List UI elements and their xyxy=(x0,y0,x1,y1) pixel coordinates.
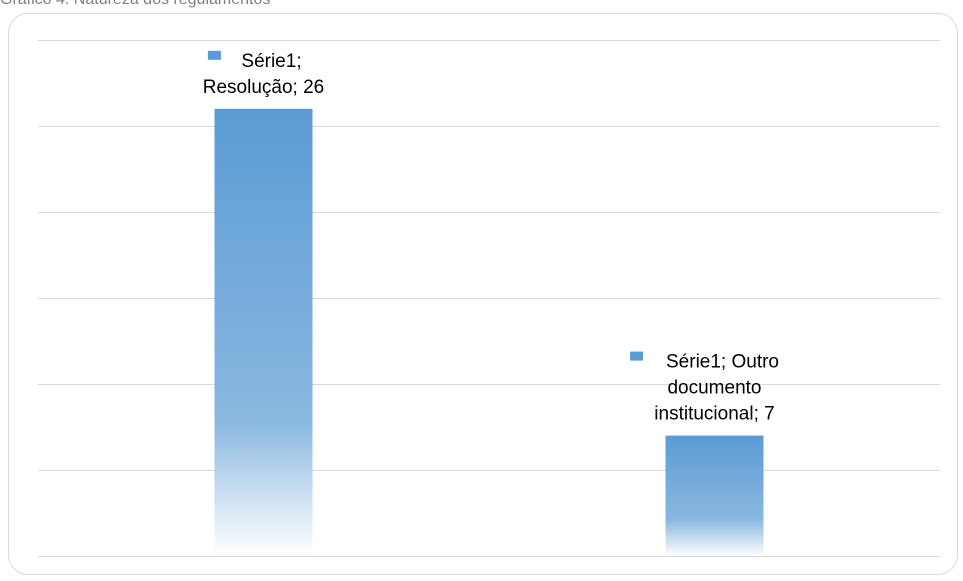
chart-caption: Gráfico 4. Natureza dos regulamentos xyxy=(0,0,270,9)
bar-0 xyxy=(214,108,313,557)
bars xyxy=(214,108,764,557)
data-label-line: Resolução; 26 xyxy=(203,77,324,98)
gridlines xyxy=(38,40,940,557)
legend-key-swatch xyxy=(207,50,221,60)
data-label-line: Série1; xyxy=(241,51,301,72)
legend-key-swatch xyxy=(630,351,644,361)
data-labels: Série1; Resolução; 26 Série1; Outro documen… xyxy=(203,50,779,425)
chart-frame xyxy=(8,13,958,575)
data-label-line: Série1; Outro xyxy=(666,352,779,373)
data-label-line: documento xyxy=(667,378,761,399)
data-label-line: institucional; 7 xyxy=(654,404,774,425)
bar-1 xyxy=(665,435,764,556)
